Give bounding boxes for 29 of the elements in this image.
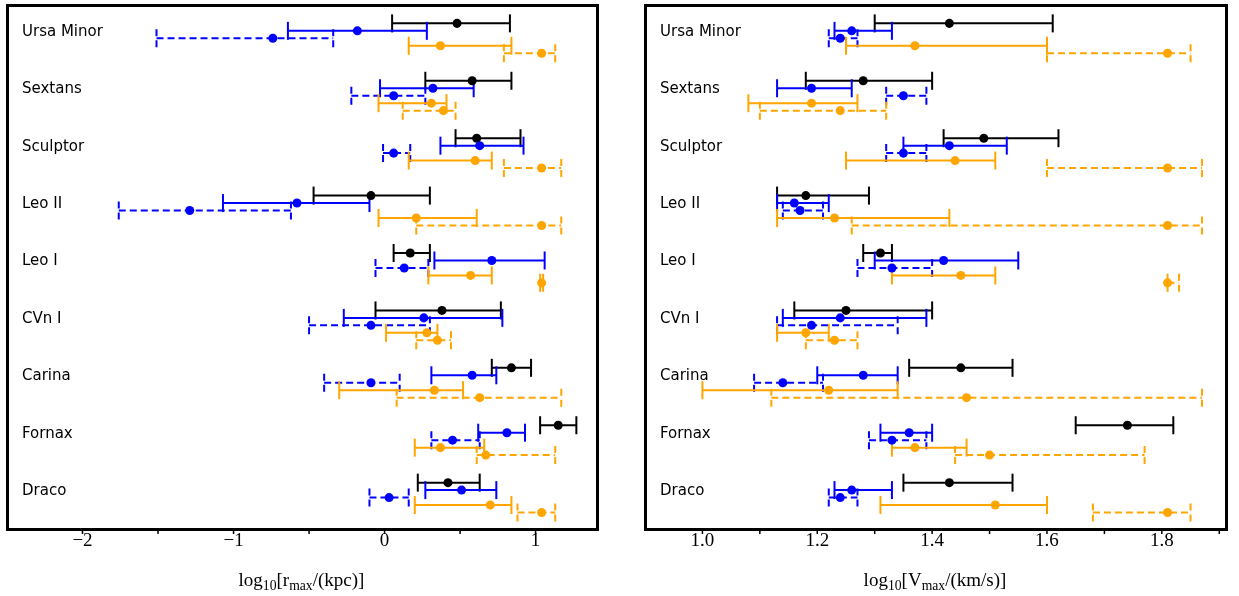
x-axis-title: log$_{10}$[r$_{max}$/(kpc)] <box>238 569 365 593</box>
y-tick-label: Sextans <box>660 78 720 99</box>
y-tick-label: CVn I <box>22 307 62 328</box>
x-tick-label: −1 <box>223 529 244 550</box>
x-tick-label: 1.0 <box>690 529 715 550</box>
y-tick-label: Leo II <box>660 193 701 214</box>
y-tick-label: Leo I <box>22 250 58 271</box>
y-tick-label: Sextans <box>22 78 82 99</box>
x-tick-label: 0 <box>379 529 390 550</box>
x-tick-label: 1.6 <box>1035 529 1059 550</box>
y-tick-label: Fornax <box>660 422 711 443</box>
y-tick-label: Ursa Minor <box>22 20 103 41</box>
x-tick-label: 1.2 <box>805 529 830 550</box>
y-tick-label: Sculptor <box>22 135 85 156</box>
x-axis-title: log$_{10}$[V$_{max}$/(km/s)] <box>863 569 1007 593</box>
y-tick-label: Leo II <box>22 193 63 214</box>
y-tick-label: Fornax <box>22 422 73 443</box>
y-tick-label: Carina <box>22 365 71 386</box>
y-tick-label: CVn I <box>660 307 700 328</box>
x-tick-label: 1.8 <box>1149 529 1174 550</box>
y-tick-label: Draco <box>660 480 705 501</box>
y-tick-label: Carina <box>660 365 709 386</box>
x-tick-label: −2 <box>72 529 93 550</box>
y-tick-label: Ursa Minor <box>660 20 741 41</box>
x-tick-label: 1 <box>530 529 541 550</box>
y-tick-label: Draco <box>22 480 67 501</box>
x-tick-label: 1.4 <box>920 529 945 550</box>
y-tick-label: Sculptor <box>660 135 723 156</box>
y-tick-label: Leo I <box>660 250 696 271</box>
